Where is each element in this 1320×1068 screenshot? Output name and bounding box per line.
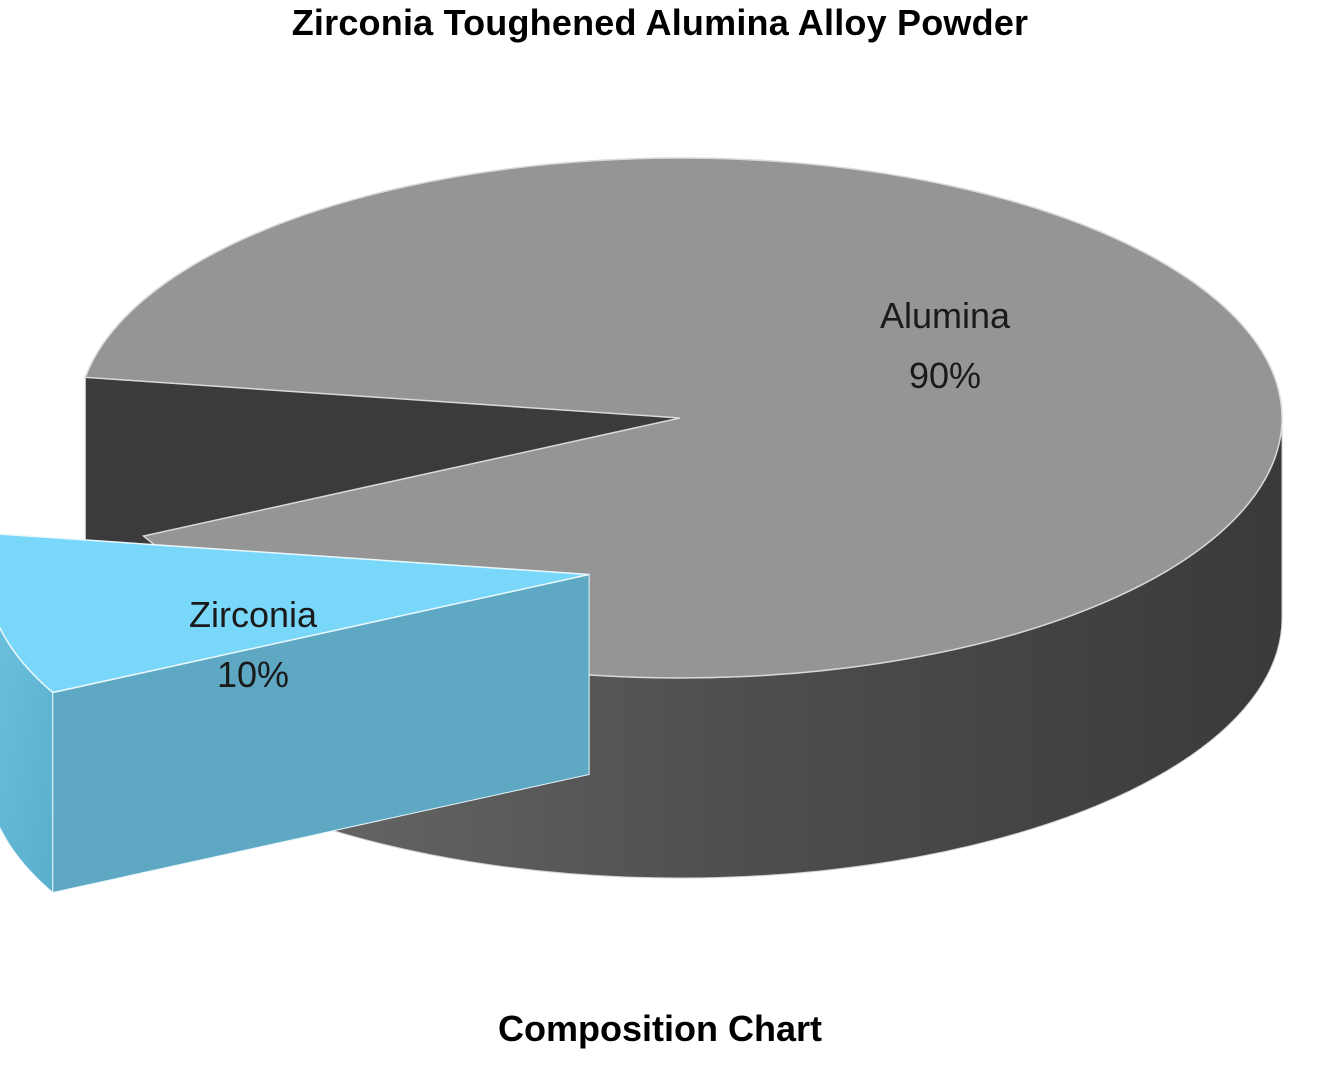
chart-subtitle: Composition Chart	[498, 1008, 822, 1049]
zirconia-value-label: 10%	[217, 654, 289, 695]
alumina-value-label: 90%	[909, 355, 981, 396]
chart-title: Zirconia Toughened Alumina Alloy Powder	[291, 2, 1029, 43]
slice-zirconia: Zirconia 10%	[0, 533, 590, 894]
zirconia-top-face	[0, 533, 590, 694]
alumina-label: Alumina	[880, 295, 1011, 336]
zirconia-label: Zirconia	[189, 594, 318, 635]
